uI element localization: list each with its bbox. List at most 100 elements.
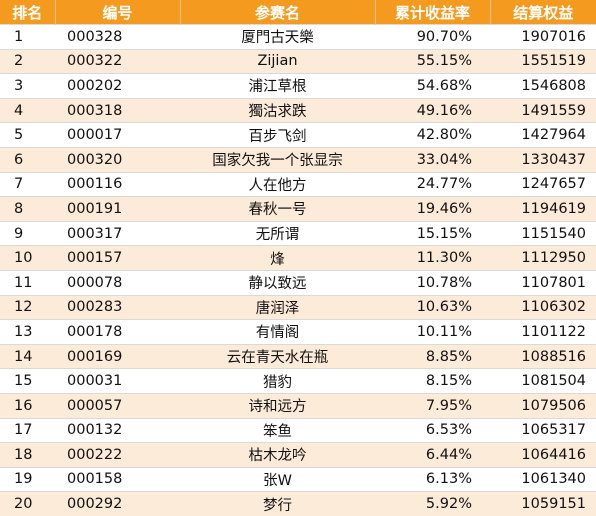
cell-name: Zijian — [180, 48, 375, 74]
cell-rank: 12 — [0, 294, 55, 320]
table-row: 1 000328 厦門古天樂 90.70% 1907016 — [0, 24, 596, 50]
table-row: 10 000157 烽 11.30% 1112950 — [0, 245, 596, 271]
table-row: 16 000057 诗和远方 7.95% 1079506 — [0, 392, 596, 418]
cell-id: 000191 — [55, 196, 180, 222]
cell-return: 24.77% — [375, 171, 490, 197]
cell-rank: 15 — [0, 368, 55, 394]
cell-id: 000322 — [55, 48, 180, 74]
cell-name: 国家欠我一个张显宗 — [180, 146, 375, 173]
cell-equity: 1194619 — [490, 196, 596, 222]
table-body: 1 000328 厦門古天樂 90.70% 1907016 2 000322 Zijian 55… — [0, 24, 596, 516]
cell-equity: 1059151 — [490, 491, 596, 516]
cell-id: 000078 — [55, 269, 180, 296]
table-row: 7 000116 人在他方 24.77% 1247657 — [0, 171, 596, 197]
table-row: 5 000017 百步飞剑 42.80% 1427964 — [0, 122, 596, 148]
cell-rank: 1 — [0, 24, 55, 50]
cell-equity: 1546808 — [490, 73, 596, 99]
table-header: 排名 编号 参赛名 累计收益率 结算权益 — [0, 0, 596, 25]
cell-equity: 1491559 — [490, 97, 596, 123]
cell-equity: 1112950 — [490, 245, 596, 271]
cell-id: 000318 — [55, 97, 180, 123]
table-row: 2 000322 Zijian 55.15% 1551519 — [0, 48, 596, 74]
cell-id: 000317 — [55, 220, 180, 246]
cell-rank: 8 — [0, 196, 55, 222]
cell-name: 笨鱼 — [180, 417, 375, 443]
cell-return: 11.30% — [375, 245, 490, 271]
cell-name: 静以致远 — [180, 269, 375, 296]
header-equity[interactable]: 结算权益 — [490, 0, 596, 25]
cell-equity: 1064416 — [490, 442, 596, 468]
cell-id: 000057 — [55, 392, 180, 418]
cell-return: 49.16% — [375, 97, 490, 123]
table-row: 13 000178 有情阁 10.11% 1101122 — [0, 319, 596, 345]
cell-id: 000178 — [55, 319, 180, 345]
cell-rank: 11 — [0, 269, 55, 296]
cell-id: 000222 — [55, 442, 180, 468]
cell-return: 10.63% — [375, 294, 490, 320]
cell-return: 6.44% — [375, 442, 490, 468]
cell-id: 000157 — [55, 245, 180, 271]
cell-rank: 13 — [0, 319, 55, 345]
cell-return: 6.53% — [375, 417, 490, 443]
cell-equity: 1551519 — [490, 48, 596, 74]
table-row: 17 000132 笨鱼 6.53% 1065317 — [0, 417, 596, 443]
cell-return: 5.92% — [375, 491, 490, 516]
cell-equity: 1079506 — [490, 392, 596, 418]
cell-name: 云在青天水在瓶 — [180, 343, 375, 369]
cell-equity: 1907016 — [490, 24, 596, 50]
cell-rank: 6 — [0, 146, 55, 173]
table-row: 8 000191 春秋一号 19.46% 1194619 — [0, 196, 596, 222]
cell-id: 000169 — [55, 343, 180, 369]
cell-name: 浦江草根 — [180, 73, 375, 99]
cell-rank: 4 — [0, 97, 55, 123]
cell-id: 000116 — [55, 171, 180, 197]
cell-name: 张W — [180, 466, 375, 492]
cell-name: 烽 — [180, 245, 375, 271]
cell-rank: 7 — [0, 171, 55, 197]
header-rank[interactable]: 排名 — [0, 0, 56, 25]
cell-name: 诗和远方 — [180, 392, 375, 418]
table-row: 15 000031 猎豹 8.15% 1081504 — [0, 368, 596, 394]
cell-id: 000292 — [55, 491, 180, 516]
table-row: 18 000222 枯木龙吟 6.44% 1064416 — [0, 442, 596, 468]
cell-name: 无所谓 — [180, 220, 375, 246]
cell-return: 10.11% — [375, 319, 490, 345]
cell-equity: 1065317 — [490, 417, 596, 443]
cell-id: 000320 — [55, 146, 180, 173]
header-row: 排名 编号 参赛名 累计收益率 结算权益 — [0, 0, 596, 25]
header-name[interactable]: 参赛名 — [180, 0, 376, 25]
cell-return: 8.15% — [375, 368, 490, 394]
cell-return: 90.70% — [375, 24, 490, 50]
cell-name: 猎豹 — [180, 368, 375, 394]
cell-rank: 16 — [0, 392, 55, 418]
cell-equity: 1101122 — [490, 319, 596, 345]
table-row: 12 000283 唐润泽 10.63% 1106302 — [0, 294, 596, 320]
table-row: 9 000317 无所谓 15.15% 1151540 — [0, 220, 596, 246]
cell-id: 000283 — [55, 294, 180, 320]
cell-name: 春秋一号 — [180, 196, 375, 222]
cell-return: 6.13% — [375, 466, 490, 492]
cell-name: 厦門古天樂 — [180, 24, 375, 50]
cell-equity: 1106302 — [490, 294, 596, 320]
cell-rank: 9 — [0, 220, 55, 246]
cell-id: 000328 — [55, 24, 180, 50]
cell-name: 枯木龙吟 — [180, 442, 375, 468]
table-row: 20 000292 梦行 5.92% 1059151 — [0, 491, 596, 516]
cell-rank: 3 — [0, 73, 55, 99]
cell-name: 人在他方 — [180, 171, 375, 197]
cell-equity: 1427964 — [490, 122, 596, 148]
cell-return: 10.78% — [375, 269, 490, 296]
cell-id: 000031 — [55, 368, 180, 394]
table-row: 19 000158 张W 6.13% 1061340 — [0, 466, 596, 492]
header-return[interactable]: 累计收益率 — [375, 0, 491, 25]
cell-name: 獨沽求跌 — [180, 97, 375, 123]
cell-return: 8.85% — [375, 343, 490, 369]
cell-return: 7.95% — [375, 392, 490, 418]
header-id[interactable]: 编号 — [55, 0, 181, 25]
cell-rank: 19 — [0, 466, 55, 492]
cell-rank: 17 — [0, 417, 55, 443]
table-row: 14 000169 云在青天水在瓶 8.85% 1088516 — [0, 343, 596, 369]
cell-return: 42.80% — [375, 122, 490, 148]
cell-name: 百步飞剑 — [180, 122, 375, 148]
